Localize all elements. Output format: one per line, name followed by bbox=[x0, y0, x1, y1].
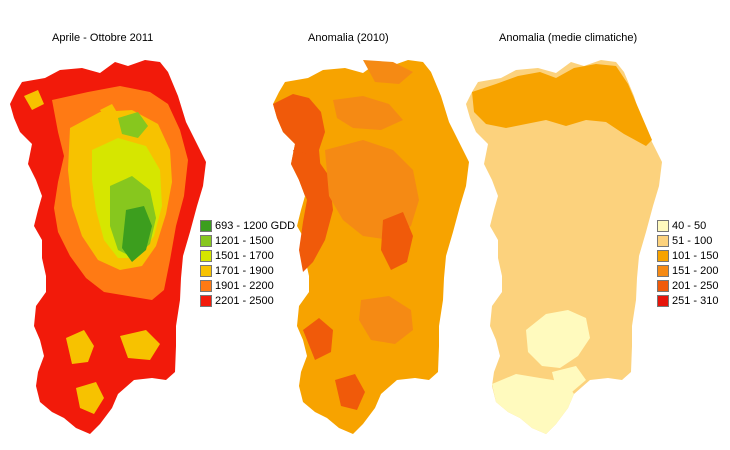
legend-label: 1901 - 2200 bbox=[215, 279, 274, 292]
legend-label: 101 - 150 bbox=[672, 249, 719, 262]
legend-anomaly: 40 - 50 51 - 100 101 - 150 151 - 200 201… bbox=[657, 218, 718, 308]
legend-swatch bbox=[200, 249, 212, 262]
legend-item: 40 - 50 bbox=[657, 218, 718, 233]
legend-item: 1201 - 1500 bbox=[200, 233, 295, 248]
legend-swatch bbox=[657, 234, 669, 247]
legend-label: 693 - 1200 GDD bbox=[215, 219, 296, 232]
legend-swatch bbox=[200, 279, 212, 292]
legend-label: 201 - 250 bbox=[672, 279, 719, 292]
map-title-anomaly-2010: Anomalia (2010) bbox=[308, 32, 389, 44]
legend-item: 251 - 310 bbox=[657, 293, 718, 308]
legend-item: 1901 - 2200 bbox=[200, 278, 295, 293]
legend-swatch bbox=[657, 249, 669, 262]
legend-item: 1701 - 1900 bbox=[200, 263, 295, 278]
map-anomaly-climate bbox=[466, 60, 662, 434]
legend-item: 693 - 1200 GDD bbox=[200, 218, 295, 233]
map-title-anomaly-climate: Anomalia (medie climatiche) bbox=[499, 32, 638, 44]
legend-item: 201 - 250 bbox=[657, 278, 718, 293]
legend-swatch bbox=[200, 219, 212, 232]
legend-swatch bbox=[657, 294, 669, 307]
map-gdd-2011 bbox=[10, 60, 206, 434]
legend-label: 251 - 310 bbox=[672, 294, 719, 307]
legend-swatch bbox=[657, 264, 669, 277]
legend-swatch bbox=[657, 279, 669, 292]
legend-item: 151 - 200 bbox=[657, 263, 718, 278]
legend-item: 2201 - 2500 bbox=[200, 293, 295, 308]
legend-label: 40 - 50 bbox=[672, 219, 707, 232]
legend-label: 1201 - 1500 bbox=[215, 234, 274, 247]
legend-swatch bbox=[200, 264, 212, 277]
legend-label: 51 - 100 bbox=[672, 234, 713, 247]
legend-swatch bbox=[200, 234, 212, 247]
legend-item: 51 - 100 bbox=[657, 233, 718, 248]
map-title-gdd-2011: Aprile - Ottobre 2011 bbox=[52, 32, 154, 44]
legend-label: 151 - 200 bbox=[672, 264, 719, 277]
legend-label: 1701 - 1900 bbox=[215, 264, 274, 277]
legend-swatch bbox=[657, 219, 669, 232]
legend-gdd: 693 - 1200 GDD 1201 - 1500 1501 - 1700 1… bbox=[200, 218, 295, 308]
legend-swatch bbox=[200, 294, 212, 307]
legend-item: 101 - 150 bbox=[657, 248, 718, 263]
map-anomaly-2010 bbox=[273, 60, 469, 434]
legend-item: 1501 - 1700 bbox=[200, 248, 295, 263]
legend-label: 2201 - 2500 bbox=[215, 294, 274, 307]
legend-label: 1501 - 1700 bbox=[215, 249, 274, 262]
